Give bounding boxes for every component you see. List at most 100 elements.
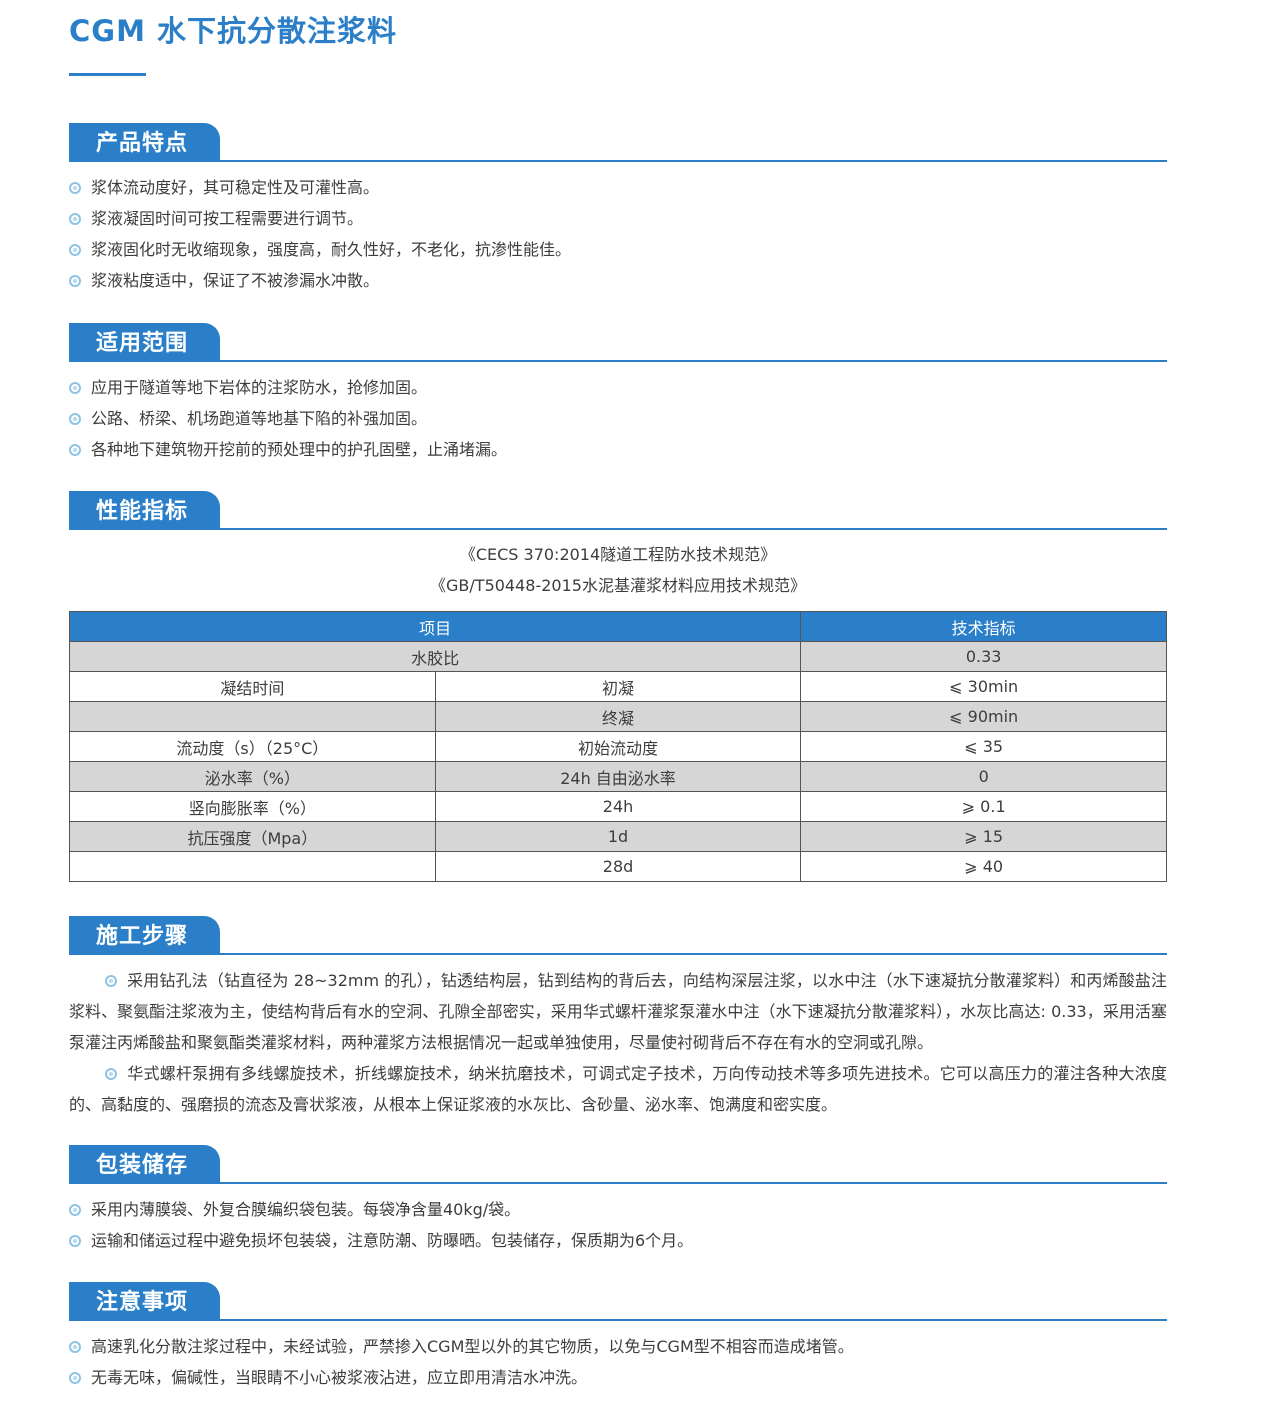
section-header: 适用范围 <box>69 323 1167 362</box>
table-cell: 竖向膨胀率（%） <box>69 791 436 822</box>
section-scope: 适用范围 应用于隧道等地下岩体的注浆防水，抢修加固。 公路、桥梁、机场跑道等地基下… <box>69 323 1167 465</box>
construction-text: 采用钻孔法（钻直径为 28~32mm 的孔），钻透结构层，钻到结构的背后去，向结… <box>69 965 1167 1120</box>
list-item: 应用于隧道等地下岩体的注浆防水，抢修加固。 <box>69 372 1167 403</box>
column-header-item: 项目 <box>68 611 802 642</box>
bullet-icon <box>105 975 117 987</box>
table-cell: 初始流动度 <box>434 731 802 762</box>
table-cell: 初凝 <box>434 671 802 702</box>
table-cell: 抗压强度（Mpa） <box>69 821 436 852</box>
divider <box>69 160 1167 162</box>
list-item: 运输和储运过程中避免损坏包装袋，注意防潮、防曝晒。包装储存，保质期为6个月。 <box>69 1225 1167 1256</box>
table-cell: ⩾ 15 <box>800 821 1167 852</box>
standard-reference: 《CECS 370:2014隧道工程防水技术规范》 <box>459 545 777 564</box>
list-item: 浆液粘度适中，保证了不被渗漏水冲散。 <box>69 265 1167 296</box>
table-row: 凝结时间 初凝 ⩽ 30min <box>69 671 1167 702</box>
list-item: 浆液凝固时间可按工程需要进行调节。 <box>69 203 1167 234</box>
divider <box>69 953 1167 955</box>
section-features: 产品特点 浆体流动度好，其可稳定性及可灌性高。 浆液凝固时间可按工程需要进行调节。… <box>69 123 1167 296</box>
table-row: 抗压强度（Mpa） 1d ⩾ 15 <box>69 821 1167 852</box>
table-row: 泌水率（%） 24h 自由泌水率 0 <box>69 761 1167 792</box>
list-item: 采用内薄膜袋、外复合膜编织袋包装。每袋净含量40kg/袋。 <box>69 1194 1167 1225</box>
section-header: 施工步骤 <box>69 916 1167 955</box>
bullet-icon <box>69 382 81 394</box>
paragraph-text: 华式螺杆泵拥有多线螺旋技术，折线螺旋技术，纳米抗磨技术，可调式定子技术，万向传动… <box>69 1064 1167 1114</box>
section-header: 注意事项 <box>69 1282 1167 1321</box>
section-tab: 产品特点 <box>69 123 220 162</box>
standard-reference: 《GB/T50448-2015水泥基灌浆材料应用技术规范》 <box>430 576 806 595</box>
column-header-spec: 技术指标 <box>800 611 1167 642</box>
section-header: 性能指标 <box>69 491 1167 530</box>
paragraph: 采用钻孔法（钻直径为 28~32mm 的孔），钻透结构层，钻到结构的背后去，向结… <box>69 965 1167 1058</box>
table-row: 竖向膨胀率（%） 24h ⩾ 0.1 <box>69 791 1167 822</box>
table-cell: 1d <box>434 821 802 852</box>
bullet-icon <box>105 1068 117 1080</box>
divider <box>69 360 1167 362</box>
divider <box>69 1319 1167 1321</box>
section-header: 包装储存 <box>69 1145 1167 1184</box>
list-item-text: 运输和储运过程中避免损坏包装袋，注意防潮、防曝晒。包装储存，保质期为6个月。 <box>91 1231 694 1250</box>
table-row: 流动度（s）（25°C） 初始流动度 ⩽ 35 <box>69 731 1167 762</box>
list-item-text: 浆液粘度适中，保证了不被渗漏水冲散。 <box>91 271 380 290</box>
paragraph-text: 采用钻孔法（钻直径为 28~32mm 的孔），钻透结构层，钻到结构的背后去，向结… <box>69 971 1167 1052</box>
section-header: 产品特点 <box>69 123 1167 162</box>
table-header-row: 项目 技术指标 <box>68 611 1167 642</box>
list-item-text: 浆液凝固时间可按工程需要进行调节。 <box>91 209 364 228</box>
list-item-text: 公路、桥梁、机场跑道等地基下陷的补强加固。 <box>91 409 428 428</box>
bullet-icon <box>69 413 81 425</box>
title-underline <box>69 73 146 76</box>
divider <box>69 528 1167 530</box>
bullet-icon <box>69 1235 81 1247</box>
list-item: 无毒无味，偏碱性，当眼睛不小心被浆液沾进，应立即用清洁水冲洗。 <box>69 1362 1167 1393</box>
table-cell: 流动度（s）（25°C） <box>69 731 436 762</box>
table-cell: 24h <box>434 791 802 822</box>
table-cell: 泌水率（%） <box>69 761 436 792</box>
paragraph: 华式螺杆泵拥有多线螺旋技术，折线螺旋技术，纳米抗磨技术，可调式定子技术，万向传动… <box>69 1058 1167 1120</box>
list-item: 公路、桥梁、机场跑道等地基下陷的补强加固。 <box>69 403 1167 434</box>
table-cell <box>69 851 436 882</box>
section-tab: 注意事项 <box>69 1282 220 1321</box>
table-cell: 凝结时间 <box>69 671 436 702</box>
bullet-icon <box>69 275 81 287</box>
list-item-text: 应用于隧道等地下岩体的注浆防水，抢修加固。 <box>91 378 428 397</box>
bullet-icon <box>69 1341 81 1353</box>
list-item-text: 无毒无味，偏碱性，当眼睛不小心被浆液沾进，应立即用清洁水冲洗。 <box>91 1368 588 1387</box>
list-item-text: 浆体流动度好，其可稳定性及可灌性高。 <box>91 178 380 197</box>
section-tab: 包装储存 <box>69 1145 220 1184</box>
table-cell: 0 <box>800 761 1167 792</box>
section-packaging: 包装储存 采用内薄膜袋、外复合膜编织袋包装。每袋净含量40kg/袋。运输和储运过… <box>69 1145 1167 1256</box>
table-cell: ⩽ 35 <box>800 731 1167 762</box>
spec-table: 项目 技术指标 水胶比 0.33 凝结时间 初凝 ⩽ 30min 终凝 ⩽ 90min 流动度… <box>68 611 1167 882</box>
bullet-icon <box>69 182 81 194</box>
list-item: 浆液固化时无收缩现象，强度高，耐久性好，不老化，抗渗性能佳。 <box>69 234 1167 265</box>
table-cell: 水胶比 <box>68 641 802 672</box>
table-cell: ⩾ 40 <box>800 851 1167 882</box>
list-item-text: 高速乳化分散注浆过程中，未经试验，严禁掺入CGM型以外的其它物质，以免与CGM型… <box>91 1337 854 1356</box>
table-row: 28d ⩾ 40 <box>69 851 1167 882</box>
table-row: 水胶比 0.33 <box>68 641 1167 672</box>
table-cell: ⩾ 0.1 <box>800 791 1167 822</box>
list-item: 高速乳化分散注浆过程中，未经试验，严禁掺入CGM型以外的其它物质，以免与CGM型… <box>69 1331 1167 1362</box>
table-cell: 24h 自由泌水率 <box>434 761 802 792</box>
list-item-text: 采用内薄膜袋、外复合膜编织袋包装。每袋净含量40kg/袋。 <box>91 1200 521 1219</box>
section-construction: 施工步骤 采用钻孔法（钻直径为 28~32mm 的孔），钻透结构层，钻到结构的背… <box>69 916 1167 1120</box>
table-row: 终凝 ⩽ 90min <box>69 701 1167 732</box>
section-notes: 注意事项 高速乳化分散注浆过程中，未经试验，严禁掺入CGM型以外的其它物质，以免… <box>69 1282 1167 1393</box>
list-item-text: 浆液固化时无收缩现象，强度高，耐久性好，不老化，抗渗性能佳。 <box>91 240 572 259</box>
list-item: 浆体流动度好，其可稳定性及可灌性高。 <box>69 172 1167 203</box>
bullet-icon <box>69 244 81 256</box>
bullet-icon <box>69 1204 81 1216</box>
table-cell: ⩽ 90min <box>800 701 1167 732</box>
bullet-icon <box>69 444 81 456</box>
table-cell: 28d <box>434 851 802 882</box>
section-tab: 施工步骤 <box>69 916 220 955</box>
table-cell: ⩽ 30min <box>800 671 1167 702</box>
section-tab: 性能指标 <box>69 491 220 530</box>
page-title: CGM 水下抗分散注浆料 <box>69 14 398 48</box>
bullet-icon <box>69 1372 81 1384</box>
bullet-icon <box>69 213 81 225</box>
list-item: 各种地下建筑物开挖前的预处理中的护孔固壁，止涌堵漏。 <box>69 434 1167 465</box>
table-cell: 0.33 <box>800 641 1167 672</box>
section-performance: 性能指标 《CECS 370:2014隧道工程防水技术规范》 《GB/T5044… <box>68 491 1167 882</box>
section-tab: 适用范围 <box>69 323 220 362</box>
table-cell: 终凝 <box>434 701 802 732</box>
